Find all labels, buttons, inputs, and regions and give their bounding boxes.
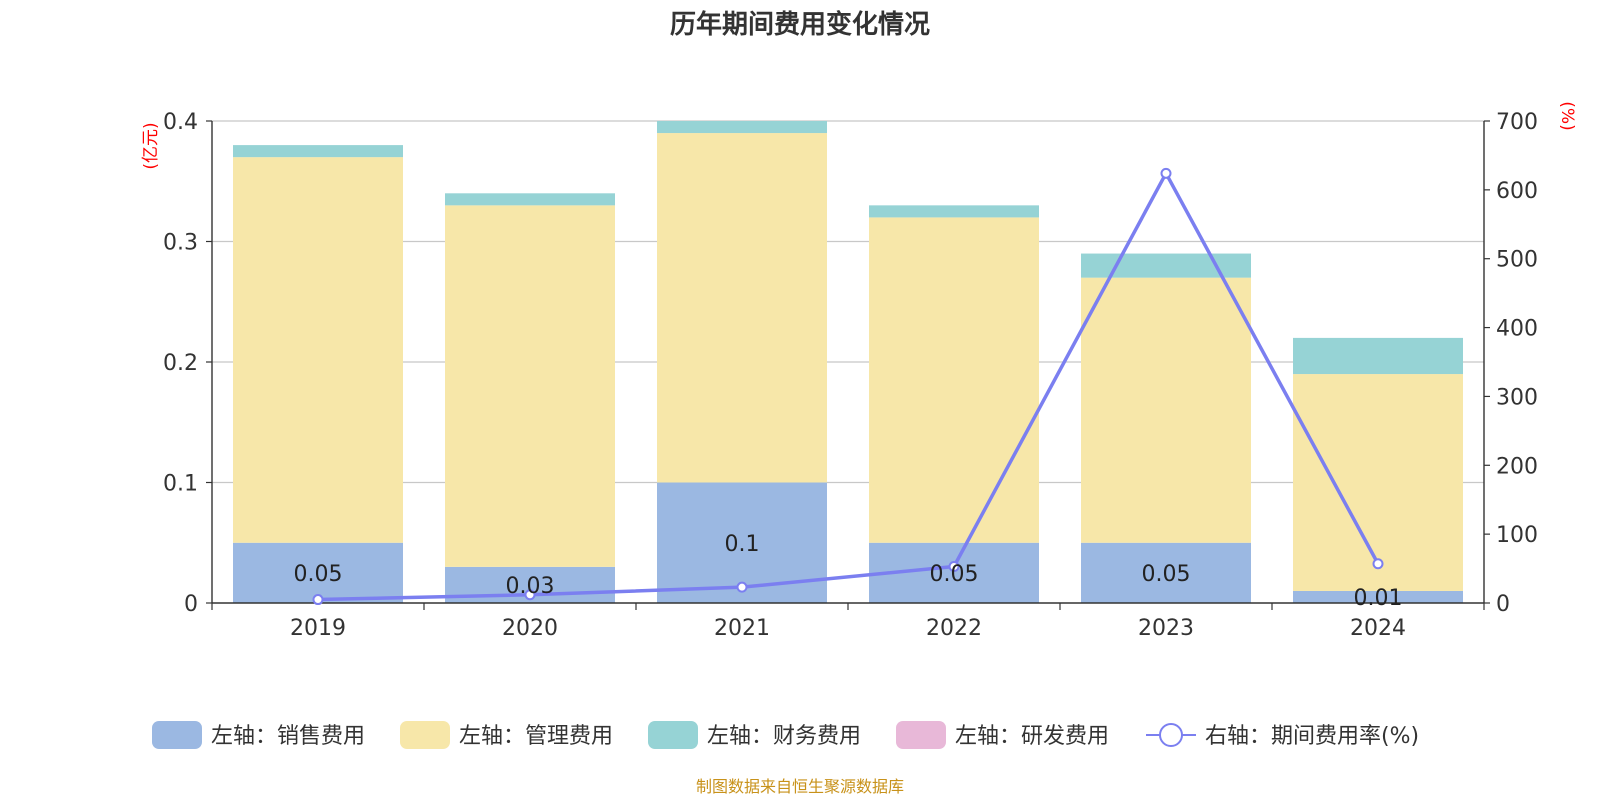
- left-tick-label: 0.1: [163, 472, 198, 497]
- right-tick-label: 200: [1496, 454, 1538, 479]
- bar-segment: [869, 217, 1039, 543]
- bar-segment: [657, 121, 827, 134]
- right-axis-unit: (%): [1557, 101, 1577, 130]
- bar-segment: [1293, 590, 1463, 603]
- rate-line-path: [317, 171, 1380, 602]
- rate-point: [948, 561, 960, 573]
- x-tick-label: 2020: [502, 616, 558, 641]
- rate-point: [312, 594, 324, 606]
- bar-segment: [233, 542, 403, 603]
- right-tick-label: 600: [1496, 179, 1538, 204]
- bar-value-label: 0.05: [294, 562, 343, 587]
- x-tick-label: 2023: [1138, 616, 1194, 641]
- right-tick-label: 0: [1496, 592, 1510, 617]
- right-tick-label: 300: [1496, 385, 1538, 410]
- bar-segment: [1293, 374, 1463, 591]
- bar-value-label: 0.05: [1142, 562, 1191, 587]
- legend-swatch: [896, 721, 946, 749]
- legend-swatch: [152, 721, 202, 749]
- left-tick-label: 0.4: [163, 110, 198, 135]
- legend-label: 左轴：管理费用: [459, 724, 613, 749]
- bar-value-label: 0.05: [930, 562, 979, 587]
- right-tick-label: 700: [1496, 110, 1538, 135]
- chart-title: 历年期间费用变化情况: [670, 9, 930, 40]
- bar-segment: [445, 193, 615, 206]
- right-tick-label: 100: [1496, 523, 1538, 548]
- right-tick-label: 500: [1496, 248, 1538, 273]
- data-labels: 0.05 0.03 0.1 0.05 0.05 0.01: [294, 532, 1403, 611]
- x-tick-label: 2022: [926, 616, 982, 641]
- rate-line: [312, 167, 1384, 606]
- source-note: 制图数据来自恒生聚源数据库: [696, 777, 904, 796]
- rate-point: [1160, 167, 1172, 179]
- bar-value-label: 0.03: [506, 574, 555, 599]
- rate-point: [736, 581, 748, 593]
- left-tick-label: 0.2: [163, 351, 198, 376]
- bar-segment: [233, 145, 403, 158]
- axes: 0 0.1 0.2 0.3 0.4 0 100 200 300 400 500 600 700 2019 2…: [163, 110, 1538, 641]
- bar-segment: [1081, 277, 1251, 543]
- legend-marker: [1159, 723, 1183, 747]
- bar-segment: [445, 205, 615, 567]
- bar-segment: [869, 205, 1039, 218]
- left-tick-label: 0: [184, 592, 198, 617]
- bar-segment: [1293, 337, 1463, 375]
- bar-segment: [657, 133, 827, 483]
- legend-label: 左轴：研发费用: [955, 724, 1109, 749]
- legend-label: 右轴：期间费用率(%): [1205, 724, 1419, 749]
- bar-segment: [1081, 253, 1251, 278]
- x-tick-label: 2021: [714, 616, 770, 641]
- bar-value-label: 0.1: [725, 532, 760, 557]
- bar-segment: [233, 157, 403, 543]
- right-tick-label: 400: [1496, 317, 1538, 342]
- bar-segment: [1081, 542, 1251, 603]
- x-tick-label: 2024: [1350, 616, 1406, 641]
- gridlines: [212, 120, 1484, 484]
- legend-label: 左轴：销售费用: [211, 724, 365, 749]
- legend-swatch: [648, 721, 698, 749]
- left-tick-label: 0.3: [163, 231, 198, 256]
- legend-label: 左轴：财务费用: [707, 724, 861, 749]
- rate-point: [1372, 558, 1384, 570]
- x-tick-label: 2019: [290, 616, 346, 641]
- legend-swatch: [400, 721, 450, 749]
- bar-value-label: 0.01: [1354, 586, 1403, 611]
- rate-point: [524, 589, 536, 601]
- left-axis-unit: (亿元): [141, 122, 161, 169]
- legend: 左轴：销售费用 左轴：管理费用 左轴：财务费用 左轴：研发费用 右轴：期间费用率(%): [152, 721, 1419, 749]
